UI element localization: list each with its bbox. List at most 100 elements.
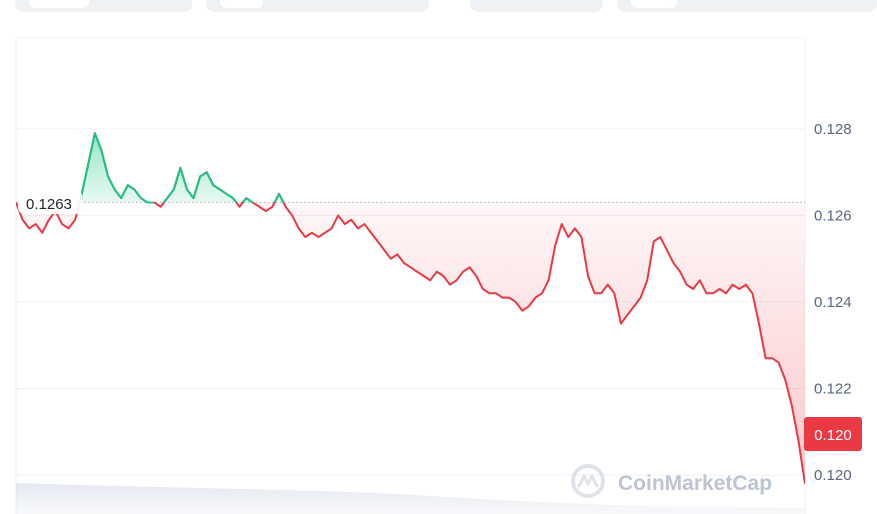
data-point [337,214,339,216]
data-point [324,232,326,234]
data-point [127,184,129,186]
data-point [640,297,642,299]
data-point [725,292,727,294]
data-point [94,132,96,134]
data-point [68,227,70,229]
data-point [613,292,615,294]
data-point [587,275,589,277]
watermark-text: CoinMarketCap [618,472,772,495]
current-price-label: 0.120 [814,427,852,444]
data-point [193,197,195,199]
data-point [745,284,747,286]
data-point [304,236,306,238]
data-point [311,232,313,234]
data-point [206,171,208,173]
gridlines [16,128,805,476]
data-point [495,292,497,294]
data-point [732,284,734,286]
data-point [804,483,806,485]
data-point [574,227,576,229]
data-point [475,275,477,277]
data-point [719,288,721,290]
data-point [41,232,43,234]
data-point [712,292,714,294]
data-point [673,262,675,264]
data-point [469,266,471,268]
data-point [442,275,444,277]
data-point [567,236,569,238]
price-line-up [78,132,285,204]
data-point [416,271,418,273]
y-tick-label: 0.124 [814,294,852,311]
data-point [265,210,267,212]
data-point [521,310,523,312]
data-point [515,301,517,303]
data-point [370,232,372,234]
data-point [153,201,155,203]
data-point [383,249,385,251]
data-point [179,167,181,169]
data-point [232,197,234,199]
data-point [147,201,149,203]
y-tick-label: 0.126 [814,207,852,224]
data-point [666,249,668,251]
data-point [107,175,109,177]
current-price-badge [804,417,862,451]
data-point [271,206,273,208]
coinmarketcap-logo-icon [571,464,605,498]
data-point [186,188,188,190]
data-point [390,258,392,260]
tab-1[interactable] [15,0,192,12]
data-point [646,279,648,281]
data-point [114,188,116,190]
data-point [403,262,405,264]
data-point [699,279,701,281]
data-point [626,314,628,316]
data-point [488,292,490,294]
data-point [758,323,760,325]
data-point [377,240,379,242]
y-tick-label: 0.120 [814,467,852,484]
data-point [87,162,89,164]
data-point [751,292,753,294]
data-point [580,236,582,238]
data-point [252,201,254,203]
tab-3[interactable] [470,0,603,12]
data-point [561,223,563,225]
data-point [278,193,280,195]
price-line-down [16,132,805,484]
reference-label-bg [18,190,82,214]
data-point [423,275,425,277]
data-point [554,245,556,247]
data-point [462,271,464,273]
watermark: CoinMarketCap [571,464,772,498]
data-point [160,206,162,208]
data-point [100,150,102,152]
data-point [410,266,412,268]
data-point [173,188,175,190]
data-point [607,284,609,286]
data-point [594,292,596,294]
data-point [784,379,786,381]
data-point [61,223,63,225]
data-point [692,288,694,290]
data-point [429,279,431,281]
data-point [797,439,799,441]
data-point [166,197,168,199]
volume-area [16,483,805,514]
data-point [344,223,346,225]
data-point [679,271,681,273]
data-point [541,292,543,294]
data-point [350,219,352,221]
data-point [502,297,504,299]
data-point [133,188,135,190]
data-point [738,288,740,290]
data-points [15,132,806,485]
data-point [28,227,30,229]
data-point [791,405,793,407]
data-point [48,219,50,221]
tab-4[interactable] [617,0,877,12]
data-point [298,227,300,229]
tab-2[interactable] [206,0,429,12]
